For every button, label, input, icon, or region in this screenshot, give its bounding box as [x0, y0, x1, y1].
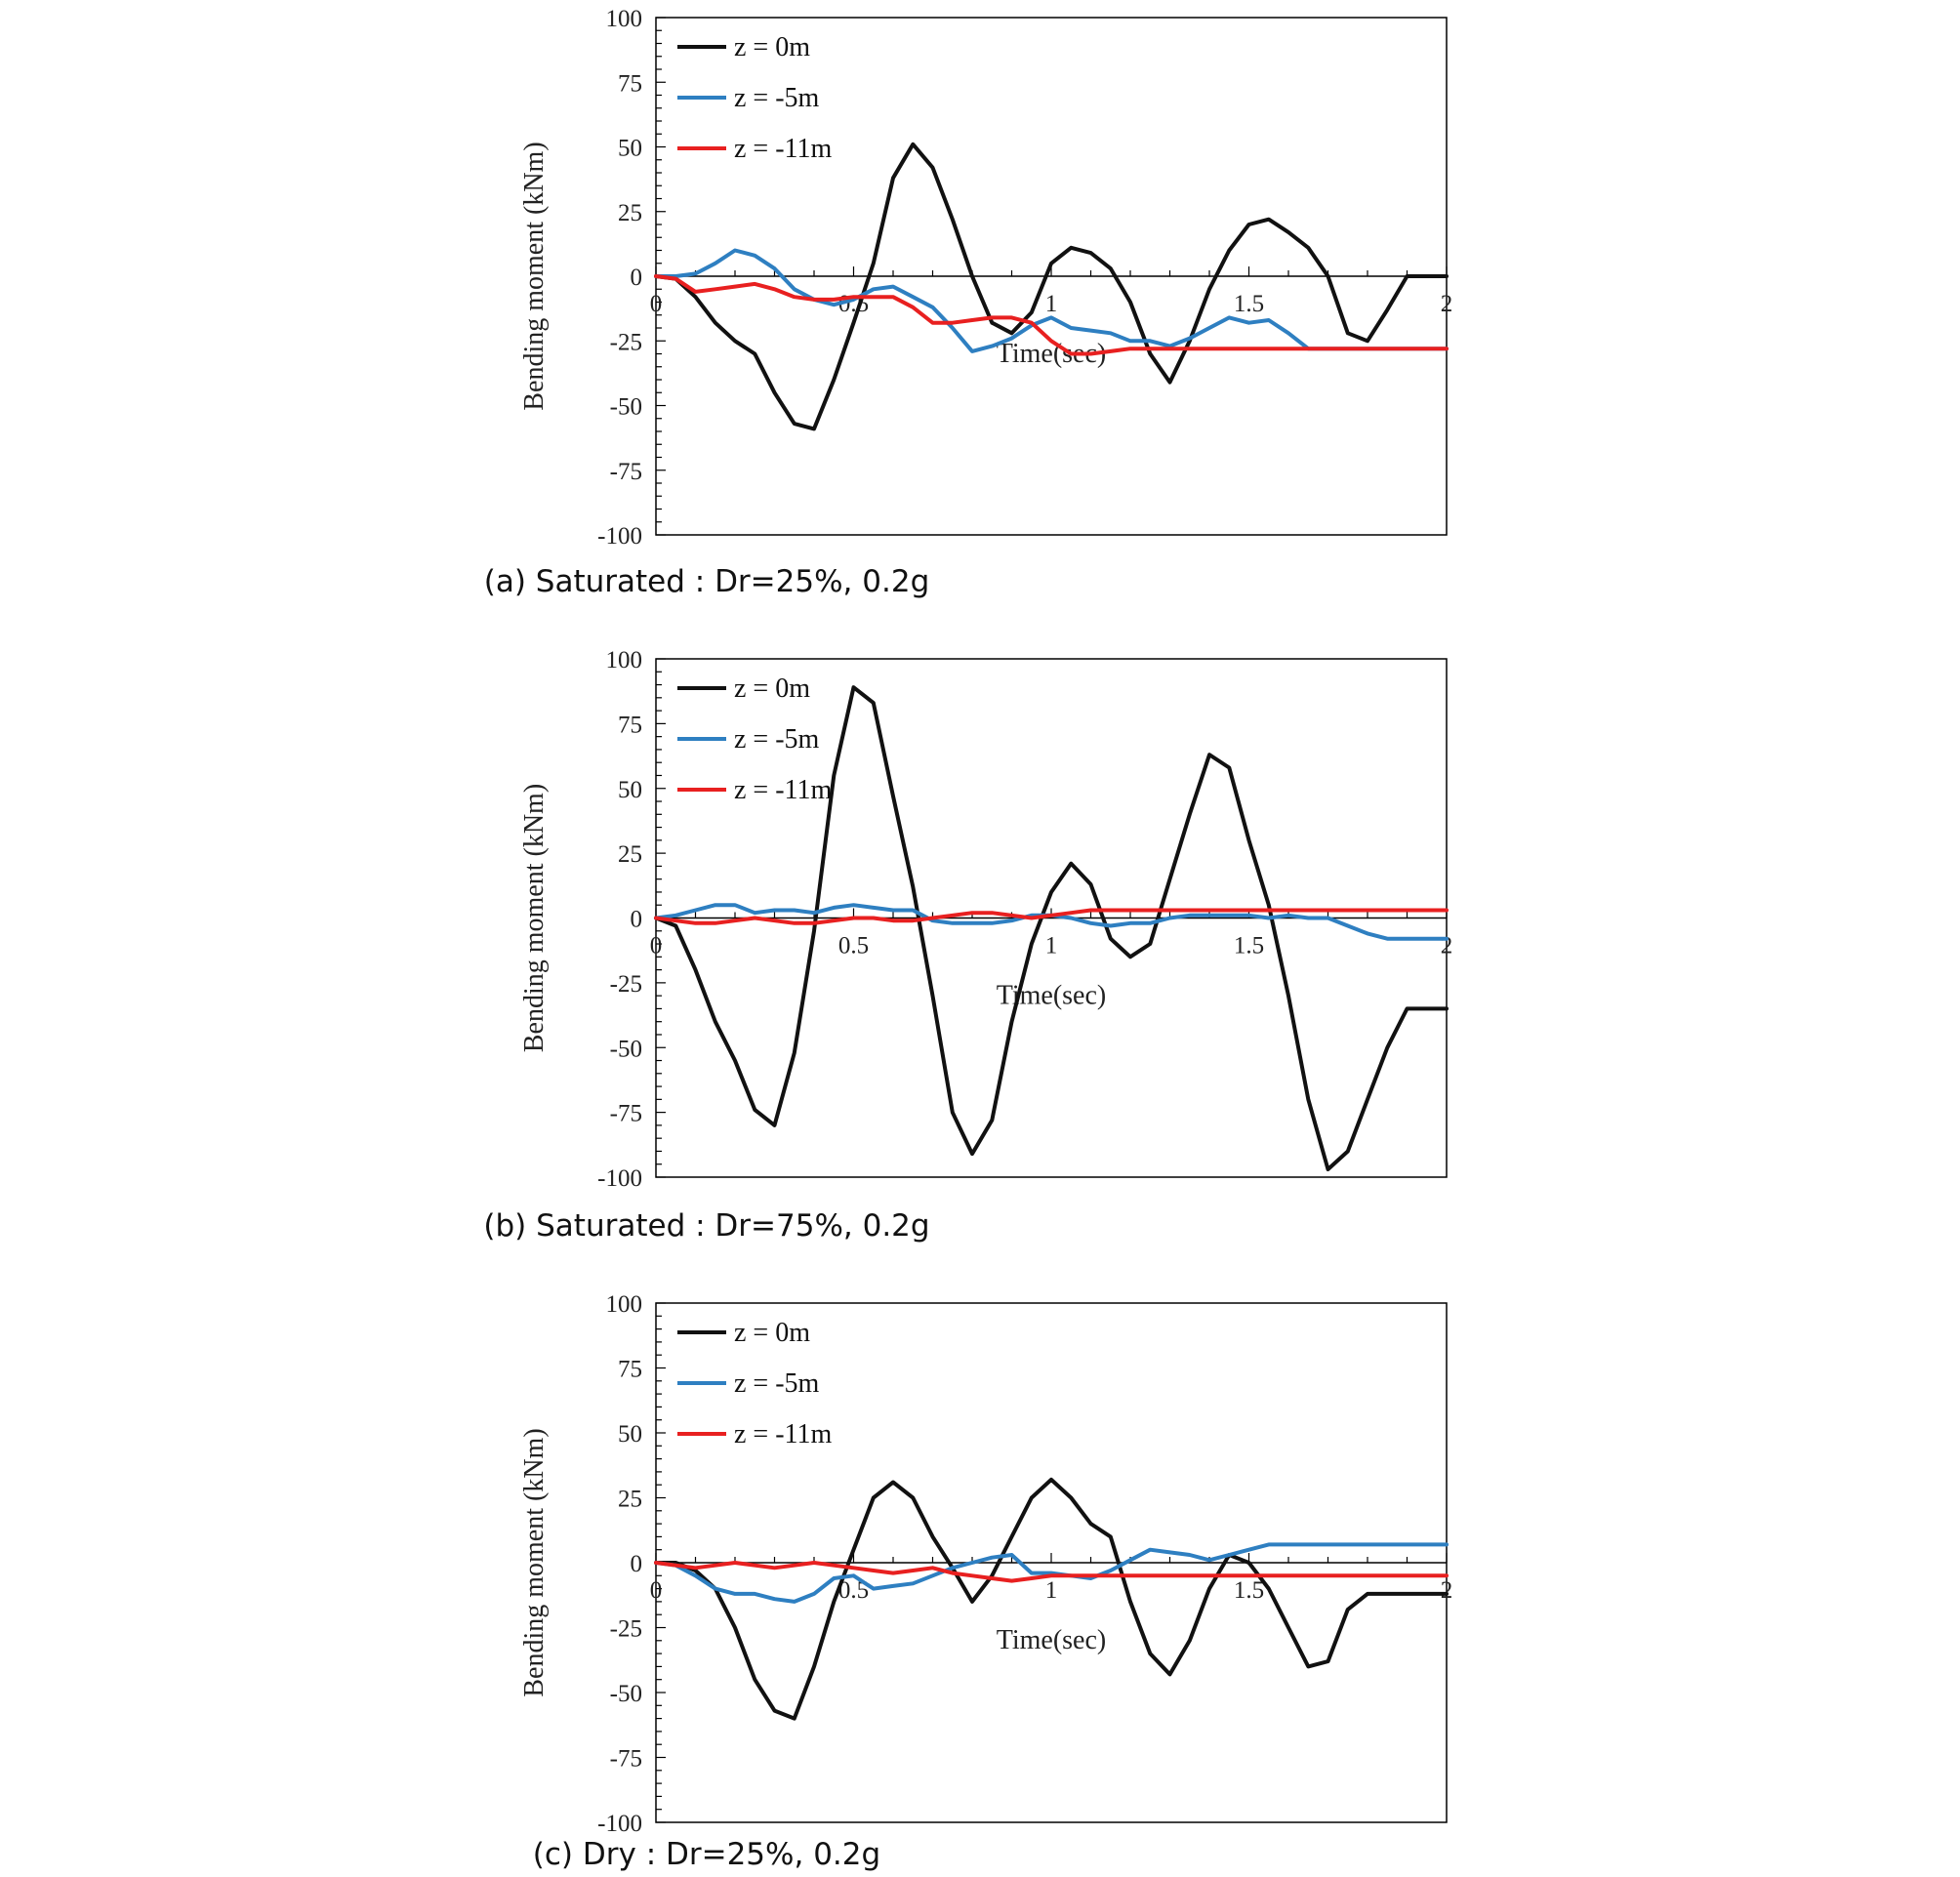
y-tick-label: 75	[618, 1357, 642, 1383]
panel-caption: (b) Saturated : Dr=75%, 0.2g	[483, 1208, 929, 1244]
chart-panel-2: 100 75 50 25 0 -25 -50 -75 -100 0 0.5 1 1.5 2 Time(sec…	[483, 647, 1452, 1244]
y-tick-label: 25	[618, 1487, 642, 1513]
x-tick-label: 0.5	[838, 933, 869, 959]
series-line-1	[654, 685, 1449, 1171]
legend-label: z = -11m	[734, 1419, 833, 1449]
series-line-3	[654, 274, 1449, 356]
x-axis-title: Time(sec)	[997, 981, 1107, 1011]
x-tick-label: 1	[1045, 933, 1058, 959]
x-tick-label: 1.5	[1234, 1577, 1264, 1604]
y-tick-label: 100	[606, 6, 643, 32]
y-tick-label: -100	[597, 1165, 642, 1192]
x-tick-label: 2	[1441, 291, 1453, 317]
panel-caption: (c) Dry : Dr=25%, 0.2g	[533, 1837, 880, 1872]
y-tick-label: -75	[610, 1101, 642, 1127]
x-tick-label: 0	[650, 1577, 663, 1604]
y-tick-label: 100	[606, 647, 643, 673]
legend-label: z = 0m	[734, 1318, 810, 1348]
y-tick-label: -50	[610, 394, 642, 421]
x-tick-label: 2	[1441, 1577, 1453, 1604]
y-tick-label: 0	[631, 265, 643, 291]
y-tick-label: -100	[597, 523, 642, 550]
legend-label: z = -11m	[734, 775, 833, 805]
panel-caption: (a) Saturated : Dr=25%, 0.2g	[484, 564, 930, 599]
x-tick-label: 1.5	[1234, 291, 1264, 317]
legend-label: z = -5m	[734, 83, 820, 113]
x-tick-label: 1	[1045, 291, 1058, 317]
y-tick-label: -100	[597, 1811, 642, 1837]
y-tick-label: -25	[610, 329, 642, 355]
y-axis-title: Bending moment (kNm)	[519, 784, 550, 1052]
x-tick-label: 1.5	[1234, 933, 1264, 959]
series-line-1	[654, 142, 1449, 431]
y-tick-label: 25	[618, 841, 642, 868]
y-tick-label: -75	[610, 1746, 642, 1773]
y-tick-label: 75	[618, 70, 642, 97]
series-line-2	[654, 1542, 1449, 1604]
legend-label: z = 0m	[734, 673, 810, 704]
series-line-3	[654, 1561, 1449, 1583]
x-tick-label: 1	[1045, 1577, 1058, 1604]
y-tick-label: -75	[610, 459, 642, 485]
x-axis-title: Time(sec)	[997, 1625, 1107, 1655]
y-tick-label: 75	[618, 712, 642, 738]
legend-label: z = 0m	[734, 32, 810, 62]
y-tick-label: 0	[631, 1551, 643, 1577]
y-axis-title: Bending moment (kNm)	[519, 1428, 550, 1696]
y-tick-label: -50	[610, 1036, 642, 1062]
y-tick-label: 100	[606, 1291, 643, 1318]
y-tick-label: 0	[631, 907, 643, 933]
x-tick-label: 2	[1441, 933, 1453, 959]
x-tick-label: 0	[650, 933, 663, 959]
y-axis-title: Bending moment (kNm)	[519, 142, 550, 410]
y-tick-label: -50	[610, 1681, 642, 1707]
y-tick-label: 50	[618, 136, 642, 162]
y-tick-label: 50	[618, 1421, 642, 1448]
y-tick-label: 50	[618, 777, 642, 803]
x-tick-label: 0	[650, 291, 663, 317]
series-line-3	[654, 908, 1449, 925]
series-line-1	[654, 1477, 1449, 1721]
legend-label: z = -5m	[734, 1368, 820, 1399]
legend-label: z = -5m	[734, 724, 820, 755]
y-tick-label: -25	[610, 971, 642, 998]
legend-label: z = -11m	[734, 134, 833, 164]
y-tick-label: -25	[610, 1616, 642, 1643]
y-tick-label: 25	[618, 200, 642, 226]
